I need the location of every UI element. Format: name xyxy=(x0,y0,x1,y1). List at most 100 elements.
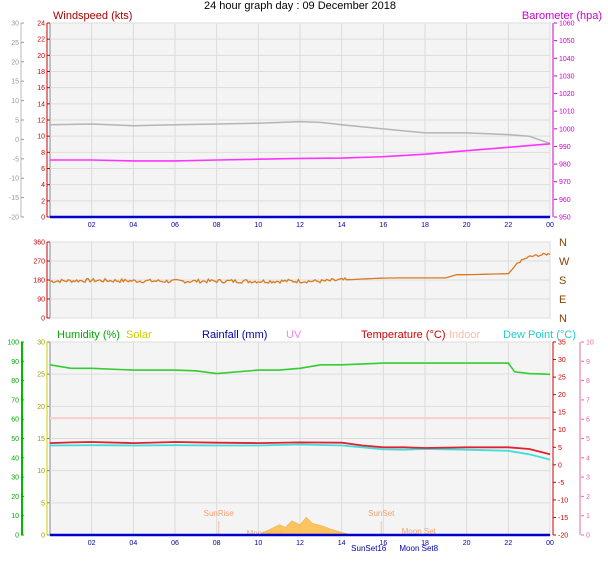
windspeed-legend: Windspeed (kts) xyxy=(53,10,132,22)
solar-area xyxy=(258,516,353,536)
panel1-x-tick-label: 12 xyxy=(296,222,304,229)
compass-label: W xyxy=(559,256,570,268)
outer-left-tick-label: 25 xyxy=(11,40,19,47)
rainfall-legend: Rainfall (mm) xyxy=(202,329,267,341)
humidity-line xyxy=(49,362,551,376)
panel1-x-tick-label: 20 xyxy=(463,222,471,229)
panel3-x-tick-label: 00 xyxy=(546,540,554,547)
outer-left-tick-label: -5 xyxy=(13,156,19,163)
outer-left-tick-label: -10 xyxy=(9,176,19,183)
panel1-x-tick-label: 22 xyxy=(504,222,512,229)
humidity-axis-tick-label: 0 xyxy=(15,533,19,540)
uv-axis-tick-label: 1 xyxy=(586,513,590,520)
uv-axis-tick-label: 3 xyxy=(586,475,590,482)
compass-label: N xyxy=(559,313,567,325)
temperature-axis-tick-label: 5 xyxy=(558,445,562,452)
panel1-x-tick-label: 16 xyxy=(379,222,387,229)
direction-axis-tick-label: 0 xyxy=(41,316,45,323)
dewpoint-legend: Dew Point (°C) xyxy=(503,329,576,341)
temperature-axis-tick-label: 0 xyxy=(558,462,562,469)
barometer-axis-tick-label: 1060 xyxy=(559,21,575,28)
barometer-axis-tick-label: 950 xyxy=(559,215,571,222)
uv-axis-tick-label: 0 xyxy=(586,533,590,540)
panel-wind-barometer: Windspeed (kts) Barometer (hpa) 02 04 06 08… xyxy=(9,10,602,229)
outer-left-tick-label: 15 xyxy=(11,79,19,86)
event-label: Moon Set xyxy=(402,527,437,536)
windspeed-axis-tick-label: 10 xyxy=(37,134,45,141)
outer-left-tick-label: -20 xyxy=(9,215,19,222)
outer-left-tick-label: 30 xyxy=(11,21,19,28)
temperature-legend: Temperature (°C) xyxy=(361,329,445,341)
temperature-axis-tick-label: -10 xyxy=(558,497,568,504)
windspeed-axis-tick-label: 22 xyxy=(37,37,45,44)
outer-left-tick-label: 5 xyxy=(15,118,19,125)
windspeed-axis-tick-label: 2 xyxy=(41,198,45,205)
humidity-axis-tick-label: 90 xyxy=(11,359,19,366)
windspeed-axis-tick-label: 14 xyxy=(37,101,45,108)
uv-legend: UV xyxy=(286,329,302,341)
event-label: SunSet16 xyxy=(351,544,387,553)
temperature-axis-tick-label: 20 xyxy=(558,392,566,399)
uv-axis-tick-label: 9 xyxy=(586,359,590,366)
event-label: SunRise xyxy=(204,509,235,518)
compass-label: S xyxy=(559,275,566,287)
panel-temperature-humidity: Humidity (%) Solar Rainfall (mm) UV Temp… xyxy=(7,329,594,553)
uv-axis-tick-label: 6 xyxy=(586,417,590,424)
outer-left-tick-label: 10 xyxy=(11,98,19,105)
outer-left-tick-label: 20 xyxy=(11,59,19,66)
windspeed-axis-tick-label: 0 xyxy=(41,215,45,222)
panel1-x-tick-label: 02 xyxy=(88,222,96,229)
temperature-axis-tick-label: 10 xyxy=(558,427,566,434)
direction-axis-tick-label: 180 xyxy=(33,278,45,285)
panel1-x-tick-label: 10 xyxy=(254,222,262,229)
windspeed-axis-tick-label: 18 xyxy=(37,69,45,76)
uv-axis-tick-label: 8 xyxy=(586,378,590,385)
panel3-x-tick-label: 12 xyxy=(296,540,304,547)
outer-left-tick-label: 0 xyxy=(15,137,19,144)
barometer-line xyxy=(50,143,551,162)
barometer-axis-tick-label: 960 xyxy=(559,197,571,204)
panel3-x-tick-label: 04 xyxy=(129,540,137,547)
outer-left-tick-label: -15 xyxy=(9,195,19,202)
panel3-x-tick-label: 10 xyxy=(254,540,262,547)
humidity-axis-tick-label: 50 xyxy=(11,436,19,443)
uv-axis-tick-label: 7 xyxy=(586,397,590,404)
temperature-axis-tick-label: -20 xyxy=(558,533,568,540)
windspeed-axis-tick-label: 16 xyxy=(37,85,45,92)
panel1-x-tick-label: 06 xyxy=(171,222,179,229)
panel3-x-tick-label: 16 xyxy=(379,540,387,547)
panel3-x-tick-label: 02 xyxy=(88,540,96,547)
humidity-axis-tick-label: 30 xyxy=(11,475,19,482)
humidity-legend: Humidity (%) xyxy=(57,329,120,341)
humidity-axis-tick-label: 20 xyxy=(11,494,19,501)
barometer-axis-tick-label: 970 xyxy=(559,179,571,186)
panel1-x-tick-label: 18 xyxy=(421,222,429,229)
barometer-axis-tick-label: 1010 xyxy=(559,109,575,116)
direction-axis-tick-label: 270 xyxy=(33,259,45,266)
indoor-legend: Indoor xyxy=(449,329,481,341)
panel3-x-tick-label: 08 xyxy=(213,540,221,547)
temperature-axis-tick-label: -5 xyxy=(558,480,564,487)
panel3-x-tick-label: 22 xyxy=(504,540,512,547)
panel3-x-tick-label: 06 xyxy=(171,540,179,547)
compass-label: N xyxy=(559,237,567,249)
solar-axis-tick-label: 30 xyxy=(37,340,45,347)
temperature-axis-tick-label: 35 xyxy=(558,340,566,347)
dew-point-line xyxy=(49,443,551,461)
panel3-x-tick-label: 18 xyxy=(421,540,429,547)
humidity-axis-tick-label: 10 xyxy=(11,513,19,520)
uv-axis-tick-label: 10 xyxy=(586,340,594,347)
event-label: Moon Set8 xyxy=(399,544,438,553)
panel1-x-tick-label: 08 xyxy=(213,222,221,229)
windspeed-axis-tick-label: 6 xyxy=(41,166,45,173)
uv-axis-tick-label: 4 xyxy=(586,455,590,462)
barometer-axis-tick-label: 1040 xyxy=(559,56,575,63)
humidity-axis-tick-label: 80 xyxy=(11,378,19,385)
solar-axis-tick-label: 5 xyxy=(41,500,45,507)
direction-axis-tick-label: 360 xyxy=(33,240,45,247)
solar-axis-tick-label: 0 xyxy=(41,533,45,540)
barometer-axis-tick-label: 990 xyxy=(559,144,571,151)
uv-axis-tick-label: 2 xyxy=(586,494,590,501)
